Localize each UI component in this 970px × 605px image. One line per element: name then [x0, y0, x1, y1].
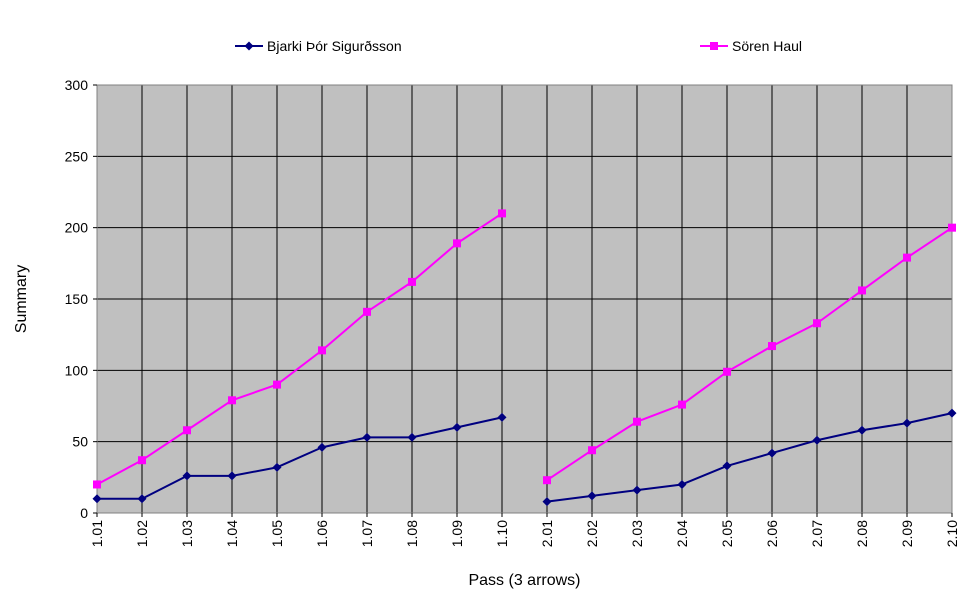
data-point-diamond: [452, 422, 462, 432]
x-axis-title: Pass (3 arrows): [468, 572, 580, 589]
data-point-diamond: [182, 471, 192, 481]
data-point-square: [543, 476, 551, 485]
data-point-diamond: [632, 485, 642, 495]
legend-item: Sören Haul: [700, 38, 802, 54]
series-2: [93, 209, 956, 489]
data-point-square: [183, 426, 191, 435]
y-tick-label: 150: [65, 291, 89, 307]
x-tick-label: 1.09: [449, 520, 465, 547]
data-point-square: [408, 277, 416, 286]
data-point-square: [93, 480, 101, 489]
data-point-square: [453, 239, 461, 248]
x-tick-label: 1.08: [404, 520, 420, 547]
legend-marker-diamond: [244, 41, 254, 51]
data-point-diamond: [767, 448, 777, 458]
legend-label: Bjarki Þór Sigurðsson: [267, 38, 402, 54]
data-point-diamond: [722, 461, 732, 471]
y-tick-label: 200: [65, 220, 89, 236]
x-tick-label: 2.02: [584, 520, 600, 547]
data-point-diamond: [587, 491, 597, 501]
data-point-diamond: [497, 412, 507, 422]
y-tick-label: 50: [72, 434, 88, 450]
y-tick-label: 300: [65, 77, 89, 93]
x-tick-label: 1.07: [359, 520, 375, 547]
data-point-diamond: [272, 462, 282, 472]
data-point-diamond: [137, 494, 147, 504]
x-tick-label: 1.06: [314, 520, 330, 547]
series-line: [96, 212, 503, 486]
legend-marker-square: [710, 42, 718, 50]
data-point-square: [948, 223, 956, 232]
data-point-diamond: [677, 479, 687, 489]
x-tick-label: 1.05: [269, 520, 285, 547]
x-tick-label: 2.04: [674, 520, 690, 547]
data-point-square: [498, 209, 506, 218]
data-point-square: [723, 367, 731, 376]
series-group: [92, 209, 957, 507]
y-tick-label: 250: [65, 148, 89, 164]
series-line: [97, 416, 503, 500]
legend-item: Bjarki Þór Sigurðsson: [235, 38, 402, 54]
x-tick-label: 2.10: [944, 520, 960, 547]
x-tick-label: 2.06: [764, 520, 780, 547]
x-tick-label: 2.05: [719, 520, 735, 547]
x-tick-label: 2.01: [539, 520, 555, 547]
x-tick-label: 1.10: [494, 520, 510, 547]
x-tick-label: 2.07: [809, 520, 825, 547]
data-point-square: [633, 417, 641, 426]
data-point-diamond: [812, 435, 822, 445]
data-point-diamond: [542, 497, 552, 507]
data-point-square: [588, 446, 596, 455]
x-axis-ticks: 1.01 1.02 1.03 1.04 1.05 1.06 1.07 1.08 1.09 1.10…: [89, 513, 960, 547]
legend-label: Sören Haul: [732, 38, 802, 54]
legend: Bjarki Þór Sigurðsson Sören Haul: [235, 38, 802, 54]
y-tick-label: 0: [80, 505, 88, 521]
data-point-diamond: [227, 471, 237, 481]
data-point-square: [228, 396, 236, 405]
data-point-square: [318, 346, 326, 355]
data-point-square: [858, 286, 866, 295]
x-tick-label: 2.09: [899, 520, 915, 547]
data-point-diamond: [902, 418, 912, 428]
y-tick-label: 100: [65, 362, 89, 378]
data-point-diamond: [407, 432, 417, 442]
data-point-diamond: [92, 494, 102, 504]
x-tick-label: 1.03: [179, 520, 195, 547]
x-tick-label: 1.04: [224, 520, 240, 547]
series-line: [546, 412, 953, 503]
data-point-square: [768, 342, 776, 351]
series-line: [546, 226, 953, 482]
y-axis-title: Summary: [13, 265, 30, 333]
data-point-diamond: [857, 425, 867, 435]
grid-lines: [96, 84, 953, 514]
data-point-square: [813, 319, 821, 328]
data-point-square: [903, 253, 911, 262]
x-tick-label: 2.03: [629, 520, 645, 547]
data-point-diamond: [317, 442, 327, 452]
data-point-square: [678, 400, 686, 409]
data-point-square: [363, 307, 371, 316]
data-point-diamond: [947, 408, 957, 418]
x-tick-label: 2.08: [854, 520, 870, 547]
series-1: [92, 408, 957, 507]
data-point-square: [273, 380, 281, 389]
data-point-diamond: [362, 432, 372, 442]
data-point-square: [138, 456, 146, 465]
y-axis-ticks: 0 50 100 150 200 250 300: [65, 77, 97, 521]
x-tick-label: 1.02: [134, 520, 150, 547]
x-tick-label: 1.01: [89, 520, 105, 547]
